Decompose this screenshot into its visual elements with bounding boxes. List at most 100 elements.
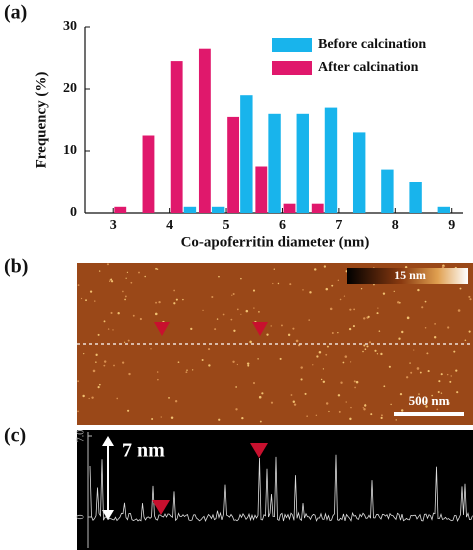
particle [124,295,127,298]
particle [128,372,131,376]
particle [155,267,158,270]
particle [190,327,193,330]
particle [97,333,100,336]
particle [306,415,308,417]
particle [322,368,325,370]
particle [363,344,366,347]
particle [103,360,107,363]
particle [300,378,303,381]
particle [450,375,452,377]
particle [175,298,178,301]
particle [293,403,297,406]
particle [170,416,174,419]
particle [232,360,235,363]
particle [376,312,379,315]
particle [344,355,348,358]
bar [227,116,240,213]
particle [343,295,346,297]
particle [117,312,120,315]
particle [246,362,250,365]
particle [98,383,101,386]
particle [173,302,176,305]
particle [252,289,256,292]
bar [183,206,197,213]
particle [186,369,188,372]
particle [156,268,159,270]
particle [304,392,307,395]
particle [95,353,98,356]
particle [427,370,430,373]
particle [300,366,303,369]
y-tick-label: 0 [75,515,86,520]
particle [401,330,404,334]
particle [154,312,158,316]
particle [277,282,280,285]
particle [107,328,110,330]
particle [233,329,236,332]
particle [433,336,437,339]
panel-label: (a) [4,2,27,24]
particle [383,385,386,388]
particle [436,408,439,411]
particle [380,414,383,417]
particle [174,400,178,403]
particle [350,406,352,409]
particle [350,361,352,363]
particle [232,292,235,296]
particle [295,339,299,343]
particle [280,324,283,327]
particle [82,394,85,398]
particle [144,275,146,278]
particle [302,289,304,291]
particle [378,330,381,332]
particle [397,301,400,304]
particle [191,369,194,371]
particle [418,393,420,395]
particle [108,280,111,282]
bar [114,206,127,213]
particle [380,416,383,420]
particle [441,266,445,269]
particle [395,419,397,421]
particle [127,409,130,412]
x-tick-label: 8 [392,218,399,233]
particle [455,369,458,372]
particle [456,391,459,394]
particle [425,405,428,408]
particle [457,309,461,312]
arrowhead [102,510,114,520]
bar [283,203,296,213]
particle [127,339,130,342]
x-tick-label: 3 [110,218,117,233]
particle [362,350,364,353]
particle [89,290,93,293]
particle [112,329,114,331]
particle [201,359,204,362]
panel-c: (c) 7 nm 7.0 0 [4,425,473,550]
legend-swatch [272,61,312,75]
particle [322,380,326,384]
particle [342,361,345,364]
particle [323,265,327,268]
scalebar-label: 500 nm [409,393,450,408]
particle [370,413,373,416]
particle [325,287,329,291]
particle [364,404,367,407]
particle [249,340,252,344]
particle [259,420,262,423]
marker [250,443,268,458]
particle [449,380,452,383]
particle [241,416,244,420]
particle [339,298,342,301]
particle [349,308,352,311]
particle [247,364,250,367]
particle [83,352,85,355]
particle [279,357,282,360]
particle [398,337,401,340]
particle [367,315,370,318]
particle [352,325,355,328]
particle [77,380,79,383]
particle [157,378,159,381]
particle [106,263,109,266]
particle [292,327,295,330]
